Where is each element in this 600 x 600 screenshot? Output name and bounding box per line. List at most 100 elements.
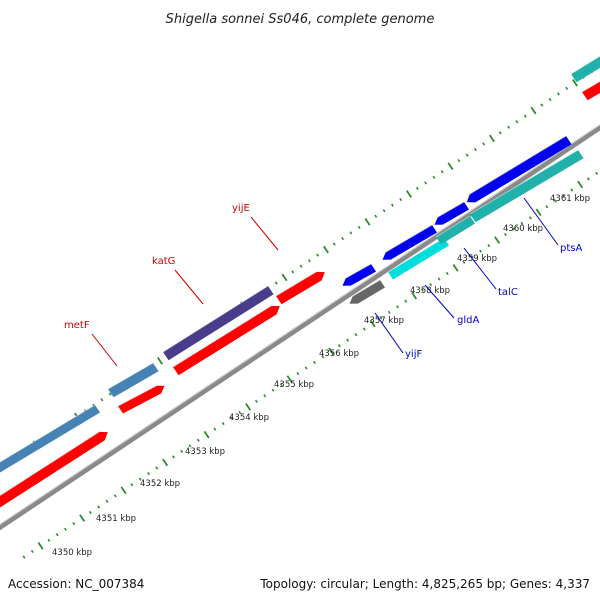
gene-label: gldA xyxy=(457,315,479,326)
minor-tick xyxy=(332,242,336,246)
feature-highlight xyxy=(117,385,157,407)
minor-tick xyxy=(337,344,341,348)
major-tick xyxy=(447,162,454,171)
minor-tick xyxy=(113,494,117,498)
minor-tick xyxy=(523,114,527,118)
minor-tick xyxy=(213,427,217,431)
minor-tick xyxy=(512,227,516,231)
minor-tick xyxy=(432,175,436,179)
axis-tick-label: 4359 kbp xyxy=(457,254,497,264)
minor-tick xyxy=(479,249,482,253)
minor-tick xyxy=(291,270,295,274)
minor-tick xyxy=(341,236,345,241)
minor-tick xyxy=(354,332,358,337)
minor-tick xyxy=(105,499,109,504)
minor-tick xyxy=(404,299,408,303)
minor-tick xyxy=(399,197,403,202)
minor-tick xyxy=(349,231,353,235)
gene-feature xyxy=(571,56,600,83)
minor-tick xyxy=(22,555,26,559)
major-tick xyxy=(535,208,542,217)
gene-feature xyxy=(349,280,386,304)
feature-highlight xyxy=(275,271,317,297)
major-tick xyxy=(245,403,252,411)
minor-tick xyxy=(72,522,76,526)
minor-tick xyxy=(221,421,225,426)
gene-label-leader xyxy=(91,333,118,367)
axis-tick-label: 4361 kbp xyxy=(550,194,590,204)
major-tick xyxy=(328,347,335,356)
minor-tick xyxy=(553,199,557,203)
genome-summary-text: Topology: circular; Length: 4,825,265 bp… xyxy=(260,577,590,591)
minor-tick xyxy=(445,271,449,276)
minor-tick xyxy=(362,327,366,331)
minor-tick xyxy=(470,255,474,259)
minor-tick xyxy=(313,360,316,365)
gene-feature xyxy=(382,225,438,260)
minor-tick xyxy=(586,177,590,181)
gene-label: yijF xyxy=(405,349,422,360)
major-tick xyxy=(286,375,293,383)
gene-feature xyxy=(582,81,600,101)
axis-tick-label: 4352 kbp xyxy=(140,479,180,489)
gene-feature xyxy=(173,305,280,376)
minor-tick xyxy=(263,394,267,398)
feature-highlight xyxy=(581,80,600,93)
feature-highlight xyxy=(352,279,381,297)
minor-tick xyxy=(238,410,242,415)
gene-label: talC xyxy=(498,287,518,298)
axis-tick-label: 4353 kbp xyxy=(185,447,225,457)
inner-tick-row: 4350 kbp 4351 kbp 4352 kbp 4353 kbp 4354 kbp… xyxy=(22,171,599,559)
gene-feature xyxy=(342,264,377,286)
minor-tick xyxy=(465,153,469,157)
minor-tick xyxy=(108,392,112,396)
backbone-highlight xyxy=(0,123,600,526)
gene-feature xyxy=(436,216,476,245)
minor-tick xyxy=(379,316,383,320)
major-tick xyxy=(162,458,169,467)
minor-tick xyxy=(429,282,433,287)
major-tick xyxy=(411,291,418,300)
feature-track xyxy=(0,55,600,508)
minor-tick xyxy=(274,281,278,285)
gene-label-leader xyxy=(374,312,404,354)
minor-tick xyxy=(545,205,549,209)
major-tick xyxy=(494,236,501,244)
minor-tick xyxy=(396,305,399,309)
minor-tick xyxy=(180,449,184,453)
gene-feature xyxy=(466,136,572,203)
feature-highlight xyxy=(172,305,272,368)
minor-tick xyxy=(473,147,477,152)
genome-backbone xyxy=(0,123,600,531)
minor-tick xyxy=(440,170,444,174)
major-tick xyxy=(369,319,376,328)
minor-tick xyxy=(88,510,92,515)
major-tick xyxy=(157,356,163,365)
gene-label-leader xyxy=(463,247,497,290)
major-tick xyxy=(489,134,495,143)
minor-tick xyxy=(437,277,441,281)
axis-tick-label: 4350 kbp xyxy=(52,548,92,558)
major-tick xyxy=(530,106,537,115)
minor-tick xyxy=(138,477,142,481)
map-title: Shigella sonnei Ss046, complete genome xyxy=(166,12,435,27)
minor-tick xyxy=(147,471,150,476)
minor-tick xyxy=(520,221,524,226)
minor-tick xyxy=(382,209,386,213)
feature-highlight xyxy=(162,285,269,353)
minor-tick xyxy=(196,438,200,442)
minor-tick xyxy=(346,338,350,342)
minor-tick xyxy=(254,399,258,403)
gene-label-leader xyxy=(523,197,559,246)
gene-label-leader xyxy=(250,216,279,251)
feature-highlight xyxy=(469,135,567,195)
minor-tick xyxy=(565,86,569,90)
accession-text: Accession: NC_007384 xyxy=(8,577,145,591)
minor-tick xyxy=(424,181,428,185)
minor-tick xyxy=(507,125,511,129)
gene-feature xyxy=(163,286,274,361)
minor-tick xyxy=(130,483,134,487)
gene-feature xyxy=(434,202,470,225)
axis-tick-label: 4356 kbp xyxy=(319,349,359,359)
